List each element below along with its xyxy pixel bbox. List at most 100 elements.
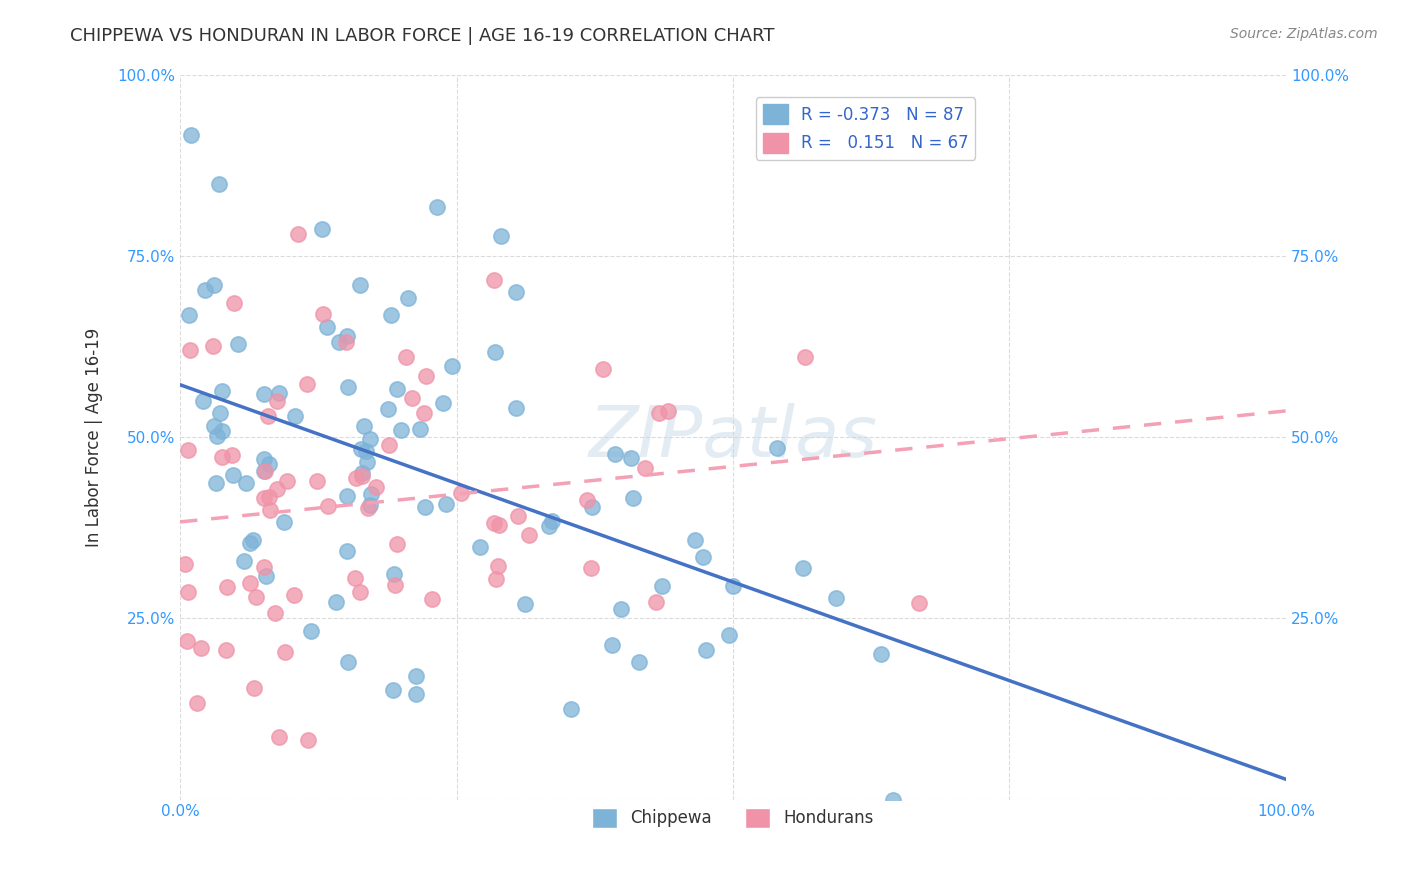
Point xyxy=(259,457,281,471)
Point xyxy=(242,533,264,548)
Point xyxy=(405,687,427,701)
Point xyxy=(180,128,202,142)
Point xyxy=(336,489,359,503)
Point xyxy=(354,443,377,458)
Point xyxy=(259,503,281,517)
Point xyxy=(273,515,295,529)
Text: Source: ZipAtlas.com: Source: ZipAtlas.com xyxy=(1230,27,1378,41)
Point xyxy=(627,655,650,669)
Point xyxy=(685,533,707,548)
Point xyxy=(239,575,262,590)
Point xyxy=(792,561,814,575)
Point xyxy=(765,441,787,455)
Point xyxy=(254,464,277,478)
Point xyxy=(603,447,626,461)
Point xyxy=(174,557,197,571)
Point xyxy=(202,419,225,434)
Point xyxy=(409,422,432,436)
Point xyxy=(350,468,373,483)
Point xyxy=(541,514,564,528)
Point xyxy=(235,475,257,490)
Point xyxy=(221,448,243,462)
Point xyxy=(350,442,373,457)
Point xyxy=(609,602,631,616)
Point xyxy=(325,595,347,609)
Point xyxy=(267,386,290,401)
Point xyxy=(382,567,405,582)
Point xyxy=(209,406,232,420)
Text: CHIPPEWA VS HONDURAN IN LABOR FORCE | AGE 16-19 CORRELATION CHART: CHIPPEWA VS HONDURAN IN LABOR FORCE | AG… xyxy=(70,27,775,45)
Point xyxy=(505,401,527,416)
Point xyxy=(295,376,318,391)
Point xyxy=(434,498,457,512)
Point xyxy=(257,490,280,504)
Point xyxy=(623,491,645,505)
Point xyxy=(253,452,276,467)
Point xyxy=(254,569,277,583)
Point xyxy=(519,528,541,542)
Point xyxy=(193,393,215,408)
Point xyxy=(343,571,366,585)
Point xyxy=(405,669,427,683)
Point xyxy=(211,384,233,399)
Point xyxy=(297,733,319,747)
Point xyxy=(312,307,335,321)
Point xyxy=(266,393,288,408)
Point xyxy=(378,438,401,452)
Point xyxy=(356,455,378,469)
Point xyxy=(581,500,603,514)
Point xyxy=(592,362,614,376)
Point xyxy=(208,177,231,191)
Point xyxy=(450,485,472,500)
Point xyxy=(179,308,201,322)
Point xyxy=(486,559,509,574)
Point xyxy=(337,656,360,670)
Point xyxy=(470,540,492,554)
Point xyxy=(648,406,671,420)
Point xyxy=(252,464,274,478)
Point xyxy=(267,731,290,745)
Point xyxy=(359,432,381,446)
Point xyxy=(274,645,297,659)
Point xyxy=(307,474,329,488)
Point xyxy=(432,396,454,410)
Point xyxy=(426,201,449,215)
Point xyxy=(253,386,276,401)
Point xyxy=(194,283,217,297)
Point xyxy=(484,344,506,359)
Point xyxy=(385,537,408,551)
Point xyxy=(253,560,276,574)
Point xyxy=(239,536,262,550)
Point xyxy=(243,681,266,696)
Point xyxy=(311,221,333,235)
Point xyxy=(441,359,464,373)
Point xyxy=(233,554,256,568)
Point xyxy=(695,643,717,657)
Point xyxy=(415,368,437,383)
Point xyxy=(202,278,225,293)
Point xyxy=(482,273,505,287)
Point xyxy=(190,641,212,656)
Point xyxy=(201,339,224,353)
Point xyxy=(357,501,380,516)
Point xyxy=(335,334,357,349)
Point xyxy=(825,591,848,605)
Point xyxy=(538,518,561,533)
Point xyxy=(349,585,371,599)
Point xyxy=(222,468,245,483)
Point xyxy=(336,380,359,394)
Point xyxy=(793,350,815,364)
Point xyxy=(491,229,513,244)
Point xyxy=(484,516,506,530)
Point xyxy=(276,474,298,488)
Point xyxy=(721,579,744,593)
Point xyxy=(176,634,198,648)
Point xyxy=(620,450,643,465)
Point xyxy=(692,549,714,564)
Point xyxy=(205,429,228,443)
Point xyxy=(513,597,536,611)
Point xyxy=(869,647,891,661)
Point xyxy=(485,572,508,586)
Y-axis label: In Labor Force | Age 16-19: In Labor Force | Age 16-19 xyxy=(86,327,103,547)
Point xyxy=(349,277,371,292)
